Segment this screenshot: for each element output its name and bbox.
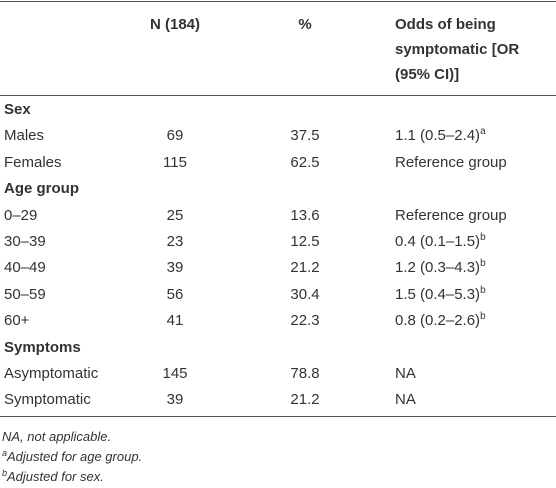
odds-cell: NA [395, 390, 416, 410]
row-label: 50–59 [4, 285, 46, 303]
bottom-rule [0, 416, 556, 417]
percent-cell: 62.5 [290, 153, 320, 171]
superscript: b [480, 232, 486, 243]
odds-cell: 1.5 (0.4–5.3)b [395, 285, 486, 305]
count-cell: 41 [166, 312, 184, 330]
superscript: a [2, 448, 8, 458]
count-cell: 25 [166, 206, 184, 224]
count-cell: 115 [163, 153, 187, 171]
row-label: Males [4, 127, 45, 145]
superscript: b [480, 311, 486, 323]
footnote-text: Adjusted for sex. [7, 469, 104, 484]
odds-text: 0.4 (0.1–1.5) [395, 233, 481, 250]
odds-cell: 1.2 (0.3–4.3)b [395, 258, 486, 278]
odds-text: 1.5 (0.4–5.3) [395, 285, 481, 303]
odds-cell: 0.4 (0.1–1.5)b [395, 232, 486, 252]
row-label: Asymptomatic [4, 365, 99, 382]
superscript: a [480, 126, 486, 138]
percent-cell: 21.2 [290, 391, 320, 409]
odds-text: 1.1 (0.5–2.4) [395, 127, 481, 145]
odds-text: Reference group [395, 206, 507, 224]
odds-text: 0.8 (0.2–2.6) [395, 312, 481, 330]
footnote-text: NA, not applicable. [2, 429, 112, 444]
section-title: Age group [4, 180, 79, 198]
header-cell: % [298, 16, 312, 33]
count-cell: 23 [166, 233, 184, 250]
percent-cell: 78.8 [290, 365, 320, 382]
percent-cell: 13.6 [290, 206, 320, 224]
percent-cell: 22.3 [290, 312, 320, 330]
odds-cell: Reference group [395, 206, 507, 226]
odds-text: 1.2 (0.3–4.3) [395, 259, 481, 277]
count-cell: 145 [162, 365, 188, 382]
row-label: 0–29 [4, 206, 38, 224]
odds-cell: NA [395, 364, 416, 384]
odds-cell: 0.8 (0.2–2.6)b [395, 311, 486, 331]
footnote: bAdjusted for sex. [2, 468, 104, 486]
odds-text: NA [395, 365, 416, 382]
percent-cell: 30.4 [290, 285, 320, 303]
footnote: NA, not applicable. [2, 428, 111, 446]
percent-cell: 21.2 [290, 259, 320, 277]
count-cell: 56 [166, 285, 184, 303]
row-label: 40–49 [4, 259, 46, 277]
section-title: Sex [4, 101, 31, 118]
header-cell: Odds of being symptomatic [OR (95% CI)] [395, 16, 520, 83]
odds-cell: 1.1 (0.5–2.4)a [395, 126, 486, 146]
row-label: Symptomatic [4, 391, 91, 409]
footnote-text: Adjusted for age group. [7, 449, 143, 464]
superscript: b [480, 284, 486, 296]
header-cell: N (184) [149, 16, 201, 33]
row-label: 30–39 [4, 233, 46, 250]
odds-text: NA [395, 391, 416, 409]
percent-cell: 12.5 [290, 233, 320, 250]
footnote: aAdjusted for age group. [2, 448, 142, 466]
percent-cell: 37.5 [290, 127, 320, 145]
count-cell: 39 [166, 391, 184, 409]
row-label: 60+ [4, 312, 30, 330]
section-title: Symptoms [4, 338, 81, 356]
row-label: Females [4, 153, 62, 171]
header-rule [0, 95, 556, 96]
superscript: b [2, 468, 8, 478]
count-cell: 39 [166, 259, 184, 277]
odds-text: Reference group [395, 153, 507, 171]
top-rule [0, 1, 556, 2]
odds-cell: Reference group [395, 153, 507, 173]
superscript: b [480, 258, 486, 270]
count-cell: 69 [166, 127, 184, 145]
